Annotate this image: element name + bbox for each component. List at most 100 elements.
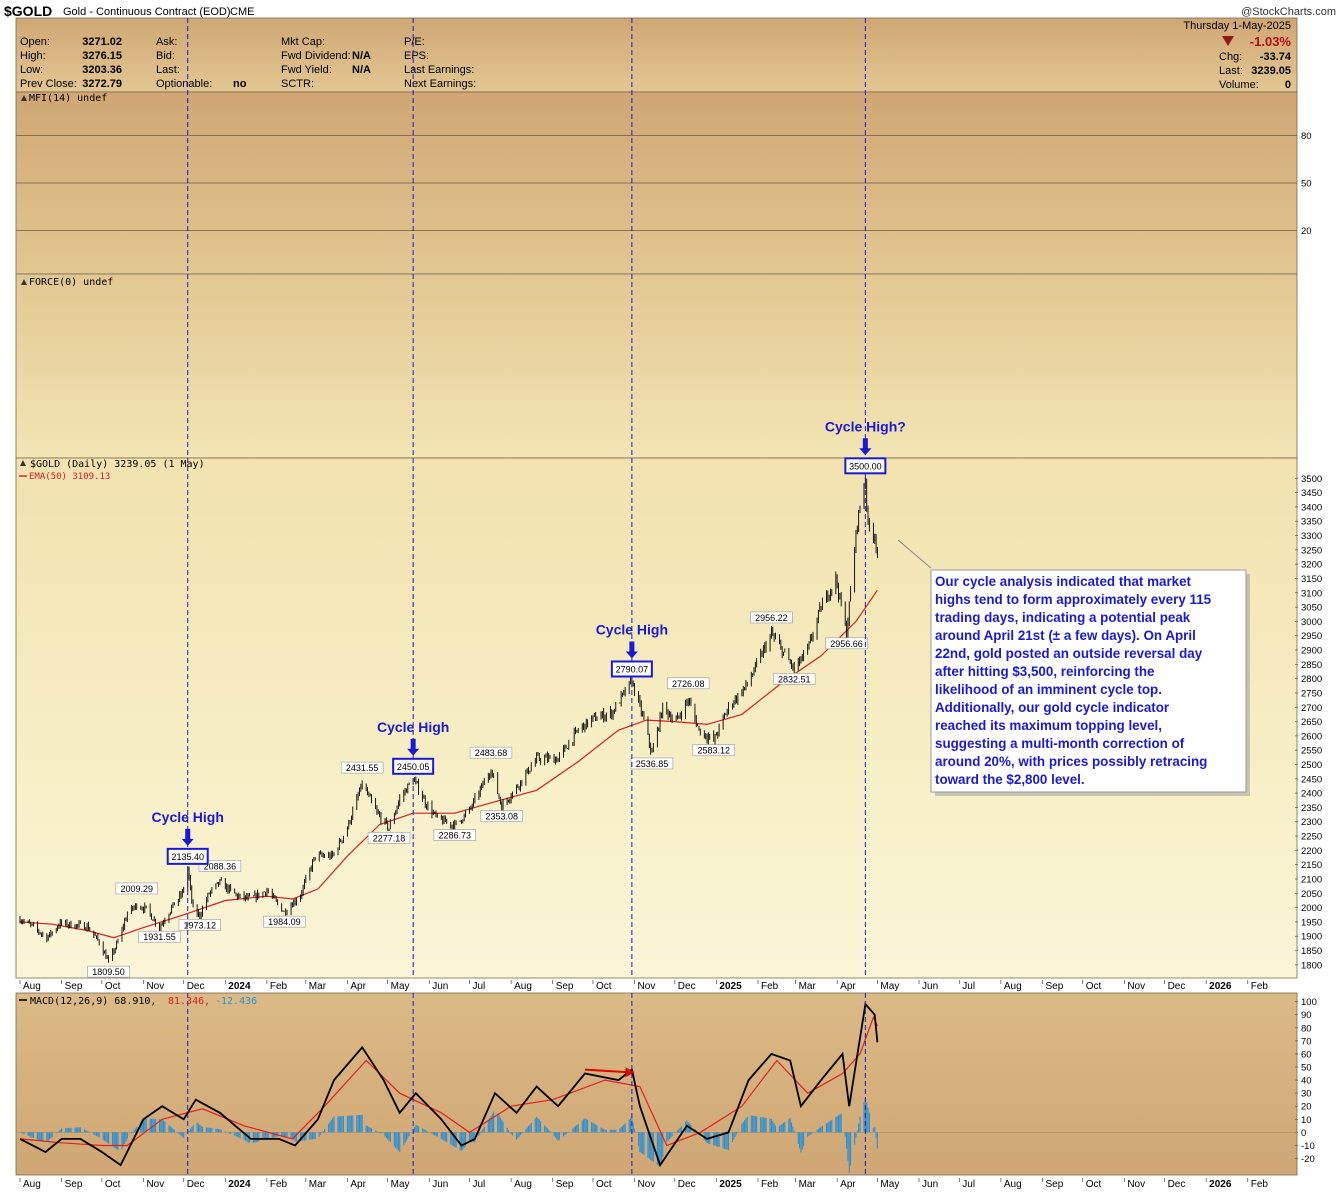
month-label: Feb [270, 1179, 288, 1190]
macd-signal-label: 81.346, [168, 996, 210, 1007]
cycle-note: Our cycle analysis indicated that market… [935, 574, 1212, 787]
down-arrow-icon [407, 738, 420, 756]
quote-high-label: High: [20, 50, 46, 62]
month-label: Jul [962, 981, 975, 992]
quote-high-value: 3276.15 [82, 50, 122, 62]
quote-fwddiv-label: Fwd Dividend: [281, 50, 351, 62]
month-label: 2024 [228, 981, 251, 992]
note-line: highs tend to form approximately every 1… [935, 592, 1212, 607]
arrow-right-icon [625, 1067, 635, 1078]
month-label: Feb [761, 1179, 779, 1190]
month-label: Jun [432, 1179, 448, 1190]
cycle-high-box [392, 757, 435, 775]
price-label: 2431.55 [346, 763, 379, 773]
price-label-box [115, 882, 158, 895]
price-tick-label: 2650 [1301, 717, 1322, 728]
note-line: around April 21st (± a few days). On Apr… [935, 628, 1196, 643]
month-axis-macd: Aug Sep Oct Nov Dec 2024 Feb Mar Apr May Jun Jul Aug… [19, 1178, 1268, 1190]
price-label: 2956.22 [755, 613, 788, 623]
force-label: FORCE(0) undef [29, 277, 113, 288]
month-label: Nov [1127, 1179, 1145, 1190]
month-label: May [391, 1179, 410, 1190]
price-tick-label: 2850 [1301, 660, 1322, 671]
macd-tick-label: 70 [1301, 1036, 1312, 1047]
cycle-high-label: Cycle High [152, 809, 224, 825]
price-label-box [87, 965, 130, 978]
pct-change: -1.03% [1250, 34, 1292, 49]
month-label: Apr [350, 1179, 366, 1190]
note-box [930, 569, 1247, 793]
quote-fwddiv-value: N/A [352, 50, 371, 62]
note-line: suggesting a multi-month correction of [935, 736, 1185, 751]
quote-ask-label: Ask: [156, 36, 177, 48]
month-label: Apr [840, 1179, 856, 1190]
volume-label: Volume: [1219, 79, 1259, 91]
month-label: 2026 [1209, 1179, 1232, 1190]
force-icon [21, 279, 27, 285]
cycle-high-label: Cycle High [377, 719, 449, 735]
macd-tick-label: -20 [1301, 1154, 1315, 1165]
macd-tick-label: 30 [1301, 1089, 1312, 1100]
price-label: 2277.18 [373, 833, 406, 843]
cycle-high-value: 2790.07 [616, 664, 649, 674]
price-tick-label: 1900 [1301, 932, 1322, 943]
month-label: Jun [922, 1179, 938, 1190]
price-tick-label: 2350 [1301, 803, 1322, 814]
month-label: Feb [270, 981, 288, 992]
symbol-description: Gold - Continuous Contract (EOD) [63, 6, 231, 18]
month-label: 2025 [719, 1179, 742, 1190]
month-label: Sep [1045, 981, 1063, 992]
change-value: -33.74 [1260, 51, 1292, 63]
quote-eps-label: EPS: [404, 50, 429, 62]
cycle-high-box [610, 660, 653, 678]
month-label: Aug [23, 1179, 41, 1190]
cycle-high-value: 3500.00 [849, 461, 882, 471]
price-tick-label: 3250 [1301, 545, 1322, 556]
price-label-box [198, 860, 242, 872]
price-legend-icon [20, 460, 26, 466]
price-label: 1931.55 [143, 932, 176, 942]
price-label-box [773, 673, 816, 685]
month-label: 2024 [228, 1179, 251, 1190]
price-label: 1984.09 [268, 917, 301, 927]
price-tick-label: 2200 [1301, 846, 1322, 857]
month-label: Nov [146, 1179, 164, 1190]
divergence-arrow-shaft [584, 1068, 629, 1074]
price-label: 2726.08 [672, 679, 705, 689]
macd-tick-label: 20 [1301, 1102, 1312, 1113]
quote-pe-label: P/E: [404, 36, 425, 48]
month-label: Sep [1045, 1179, 1063, 1190]
quote-prevclose-value: 3272.79 [82, 78, 122, 90]
ema-label: EMA(50) 3109.13 [29, 472, 110, 482]
month-label: Aug [514, 1179, 532, 1190]
cycle-high-value: 2450.05 [397, 762, 430, 772]
price-tick-label: 1850 [1301, 946, 1322, 957]
down-arrow-icon [625, 641, 638, 659]
price-tick-label: 1950 [1301, 917, 1322, 928]
cycle-high-box [844, 457, 887, 475]
cycle-lines [187, 18, 866, 978]
price-tick-label: 3200 [1301, 560, 1322, 571]
price-label-box [263, 915, 306, 928]
month-label: Mar [309, 1179, 327, 1190]
month-label: May [880, 1179, 899, 1190]
macd-tick-label: 90 [1301, 1010, 1312, 1021]
macd-panel [15, 992, 1298, 1176]
price-tick-label: 3450 [1301, 488, 1322, 499]
note-line: reached its maximum topping level, [935, 718, 1162, 733]
cycle-high-markers: 2135.40 Cycle High 2450.05 Cycle High 2790.0… [152, 418, 906, 865]
mfi-label: MFI(14) undef [29, 93, 107, 104]
month-label: May [391, 981, 410, 992]
quote-date: Thursday 1-May-2025 [1183, 20, 1291, 32]
month-label: Apr [350, 981, 366, 992]
price-tick-label: 3300 [1301, 531, 1322, 542]
price-label-box [178, 918, 222, 931]
quote-last-label: Last: [156, 64, 180, 76]
mfi-tick-label: 80 [1301, 131, 1312, 142]
macd-signal-line [19, 1015, 878, 1147]
force-panel [15, 273, 1298, 459]
price-tick-label: 3000 [1301, 617, 1322, 628]
quote-mktcap-label: Mkt Cap: [281, 36, 325, 48]
price-label-box [433, 829, 476, 841]
